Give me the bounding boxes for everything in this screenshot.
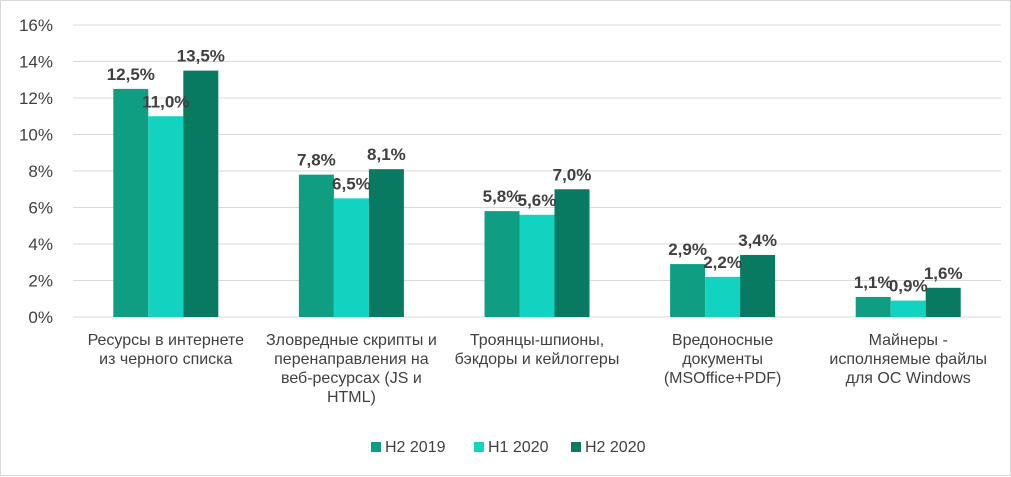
y-tick-label: 10% bbox=[19, 126, 53, 145]
bar bbox=[368, 169, 404, 317]
category-label-line: Майнеры - bbox=[869, 332, 948, 349]
bar bbox=[113, 88, 149, 317]
data-labels: 12,5% 7,8% 5,8% 2,9% 1,1% 11,0% 6,5% 5,6% 2,2% 0,… bbox=[107, 47, 963, 296]
data-label: 2,2% bbox=[703, 253, 742, 272]
category-label-line: веб-ресурсах (JS и bbox=[281, 370, 422, 387]
bar bbox=[298, 174, 334, 317]
legend-swatch bbox=[474, 442, 484, 452]
bar bbox=[484, 211, 520, 317]
y-tick-label: 16% bbox=[19, 16, 53, 35]
category-label-line: из черного списка bbox=[99, 351, 232, 368]
category-label-line: Ресурсы в интернете bbox=[88, 332, 245, 349]
category-label-line: исполняемые файлы bbox=[829, 351, 987, 368]
bar bbox=[554, 189, 590, 317]
data-label: 11,0% bbox=[142, 92, 189, 111]
bar bbox=[925, 287, 961, 317]
category-label: Вредоносные документы (MSOffice+PDF) bbox=[664, 332, 782, 387]
data-label: 5,6% bbox=[518, 191, 557, 210]
category-label-line: Троянцы-шпионы, bbox=[470, 332, 604, 349]
y-tick-label: 8% bbox=[28, 162, 53, 181]
bar bbox=[333, 198, 369, 317]
category-label-line: Зловредные скрипты и bbox=[266, 332, 437, 349]
category-label-line: (MSOffice+PDF) bbox=[664, 370, 782, 387]
category-label-line: бэкдоры и кейлоггеры bbox=[455, 351, 620, 368]
legend-swatch bbox=[571, 442, 581, 452]
y-axis-ticks: 0% 2% 4% 6% 8% 10% 12% 14% 16% bbox=[19, 16, 53, 327]
data-label: 8,1% bbox=[367, 145, 406, 164]
legend-label: H2 2019 bbox=[385, 439, 446, 456]
category-label: Зловредные скрипты и перенаправления на ве… bbox=[266, 332, 437, 406]
y-tick-label: 2% bbox=[28, 272, 53, 291]
bars bbox=[113, 70, 961, 317]
category-label-line: документы bbox=[682, 351, 763, 368]
category-label-line: для ОС Windows bbox=[846, 370, 971, 387]
bar bbox=[670, 264, 706, 317]
bar bbox=[855, 296, 891, 317]
gridlines bbox=[73, 24, 1001, 318]
category-label: Майнеры - исполняемые файлы для ОС Windows bbox=[829, 332, 987, 387]
bar bbox=[740, 254, 776, 317]
data-label: 7,8% bbox=[297, 151, 336, 170]
legend-label: H2 2020 bbox=[585, 439, 646, 456]
category-label-line: HTML) bbox=[327, 389, 376, 406]
data-label: 6,5% bbox=[332, 174, 371, 193]
category-label-line: перенаправления на bbox=[274, 351, 429, 368]
data-label: 2,9% bbox=[668, 240, 707, 259]
bar bbox=[890, 300, 926, 317]
data-label: 3,4% bbox=[738, 231, 777, 250]
y-tick-label: 12% bbox=[19, 89, 53, 108]
data-label: 1,1% bbox=[854, 273, 893, 292]
y-tick-label: 4% bbox=[28, 235, 53, 254]
bar bbox=[705, 276, 741, 317]
data-label: 12,5% bbox=[107, 65, 155, 84]
data-label: 0,9% bbox=[889, 277, 928, 296]
y-tick-label: 14% bbox=[19, 53, 53, 72]
data-label: 5,8% bbox=[483, 187, 522, 206]
legend-label: H1 2020 bbox=[488, 439, 549, 456]
data-label: 7,0% bbox=[553, 165, 592, 184]
bar bbox=[519, 214, 555, 317]
data-label: 1,6% bbox=[924, 264, 963, 283]
data-label: 13,5% bbox=[177, 47, 225, 66]
y-tick-label: 6% bbox=[28, 199, 53, 218]
category-label: Троянцы-шпионы, бэкдоры и кейлоггеры bbox=[455, 332, 620, 368]
legend-swatch bbox=[371, 442, 381, 452]
legend: H2 2019 H1 2020 H2 2020 bbox=[371, 439, 646, 456]
category-label-line: Вредоносные bbox=[672, 332, 773, 349]
bar bbox=[183, 70, 219, 317]
bar bbox=[148, 116, 184, 317]
y-tick-label: 0% bbox=[28, 308, 53, 327]
category-label: Ресурсы в интернете из черного списка bbox=[88, 332, 245, 368]
category-labels: Ресурсы в интернете из черного списка Злов… bbox=[88, 332, 987, 406]
